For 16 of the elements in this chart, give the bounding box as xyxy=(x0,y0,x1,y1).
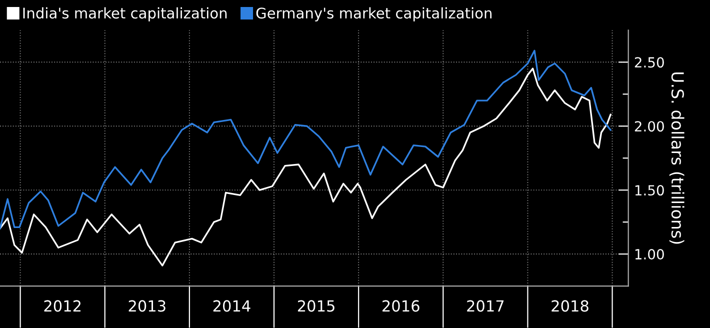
y-tick-label: 1.50 xyxy=(635,185,664,196)
y-tick-label: 2.00 xyxy=(634,121,664,132)
line-series xyxy=(0,68,612,266)
x-tick-label: 2018 xyxy=(552,300,588,312)
y-tick-label: 1.00 xyxy=(635,249,664,260)
y-axis-title: U.S. dollars (trillions) xyxy=(669,72,684,244)
x-tick-label: 2016 xyxy=(382,300,420,312)
y-tick-label: 2.50 xyxy=(634,57,664,68)
x-tick-label: 2014 xyxy=(213,300,250,312)
x-tick-label: 2015 xyxy=(298,300,334,312)
legend-label: India's market capitalization xyxy=(23,7,227,22)
x-tick-label: 2013 xyxy=(128,300,166,312)
legend-label: Germany's market capitalization xyxy=(256,7,492,22)
x-tick-label: 2017 xyxy=(467,300,504,312)
line-series xyxy=(0,50,612,230)
x-tick-label: 2012 xyxy=(44,300,80,312)
